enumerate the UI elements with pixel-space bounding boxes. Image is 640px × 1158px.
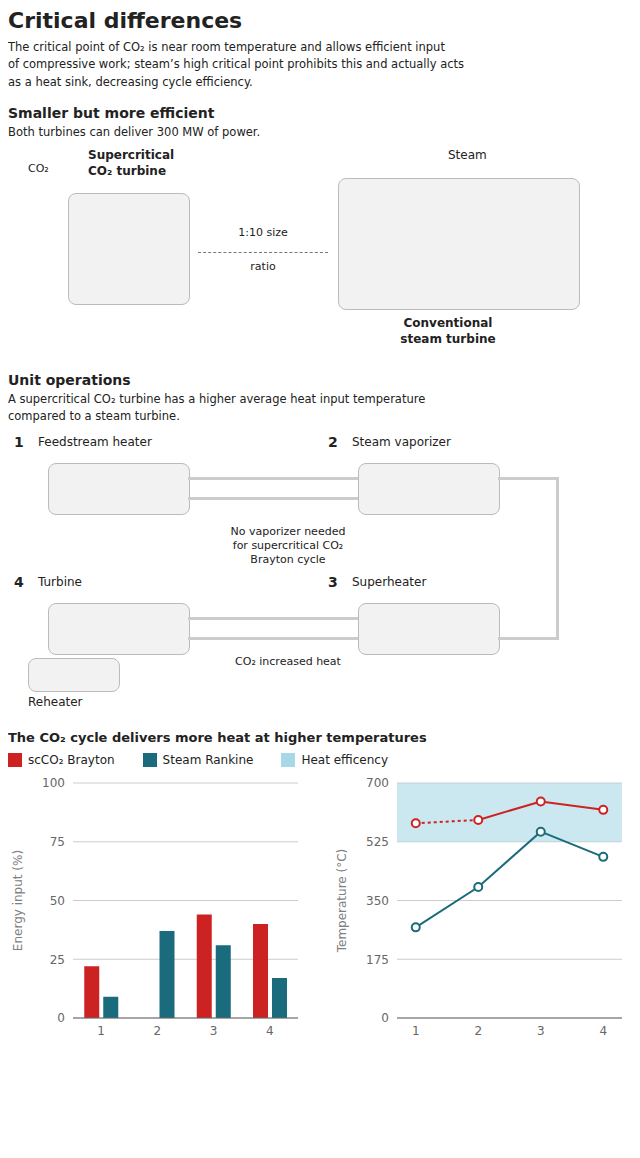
svg-text:700: 700 <box>366 776 389 790</box>
svg-text:Energy input (%): Energy input (%) <box>11 850 25 951</box>
svg-text:0: 0 <box>381 1011 389 1025</box>
svg-text:50: 50 <box>50 894 65 908</box>
svg-text:4: 4 <box>599 1023 607 1037</box>
html-text:CO₂: CO₂ <box>28 162 49 176</box>
svg-text:25: 25 <box>50 952 65 966</box>
html-text:ratio: ratio <box>250 260 276 274</box>
html-text:Reheater: Reheater <box>28 694 83 709</box>
html-text:Steam: Steam <box>448 148 487 163</box>
html-text:The critical point of CO₂ is n: The critical point of CO₂ is near room t… <box>8 40 464 89</box>
svg-text:350: 350 <box>366 894 389 908</box>
html-text:1: 1 <box>14 433 24 450</box>
svg-text:2: 2 <box>154 1023 162 1037</box>
html-text:Feedstream heater: Feedstream heater <box>38 434 152 449</box>
html-text:2: 2 <box>328 433 338 450</box>
html-text:4: 4 <box>14 573 24 590</box>
html-text:A supercritical CO₂ turbine ha: A supercritical CO₂ turbine has a higher… <box>8 392 426 424</box>
html-text:Superheater: Superheater <box>352 574 427 589</box>
svg-text:4: 4 <box>266 1023 274 1037</box>
html-text:1:10 size: 1:10 size <box>238 226 288 240</box>
html-text:Unit operations: Unit operations <box>8 372 131 389</box>
html-text:Conventional steam turbine: Conventional steam turbine <box>400 316 496 346</box>
html-text:Critical differences: Critical differences <box>8 8 243 33</box>
html-text:No vaporizer needed for superc: No vaporizer needed for supercritical CO… <box>230 524 346 567</box>
html-text:Turbine: Turbine <box>38 574 82 589</box>
svg-text:175: 175 <box>366 952 389 966</box>
html-text:CO₂ increased heat: CO₂ increased heat <box>235 654 341 668</box>
svg-text:1: 1 <box>412 1023 420 1037</box>
html-text:Both turbines can deliver 300: Both turbines can deliver 300 MW of powe… <box>8 124 261 139</box>
svg-text:0: 0 <box>57 1011 65 1025</box>
html-text:Smaller but more efficient: Smaller but more efficient <box>8 104 215 121</box>
html-text:Steam Rankine: Steam Rankine <box>162 752 254 767</box>
svg-text:2: 2 <box>474 1023 482 1037</box>
svg-text:75: 75 <box>50 835 65 849</box>
html-text:3: 3 <box>328 573 338 590</box>
svg-text:3: 3 <box>210 1023 218 1037</box>
html-text:The CO₂ cycle delivers more he: The CO₂ cycle delivers more heat at high… <box>8 729 427 745</box>
svg-text:525: 525 <box>366 835 389 849</box>
svg-text:Temperature (°C): Temperature (°C) <box>335 848 349 953</box>
html-text:scCO₂ Brayton: scCO₂ Brayton <box>28 752 115 767</box>
html-text:Heat efficency: Heat efficency <box>301 752 388 767</box>
html-text:Steam vaporizer: Steam vaporizer <box>352 434 451 449</box>
svg-text:3: 3 <box>537 1023 545 1037</box>
svg-text:100: 100 <box>42 776 65 790</box>
svg-text:1: 1 <box>97 1023 105 1037</box>
html-text:Supercritical CO₂ turbine: Supercritical CO₂ turbine <box>88 148 175 178</box>
